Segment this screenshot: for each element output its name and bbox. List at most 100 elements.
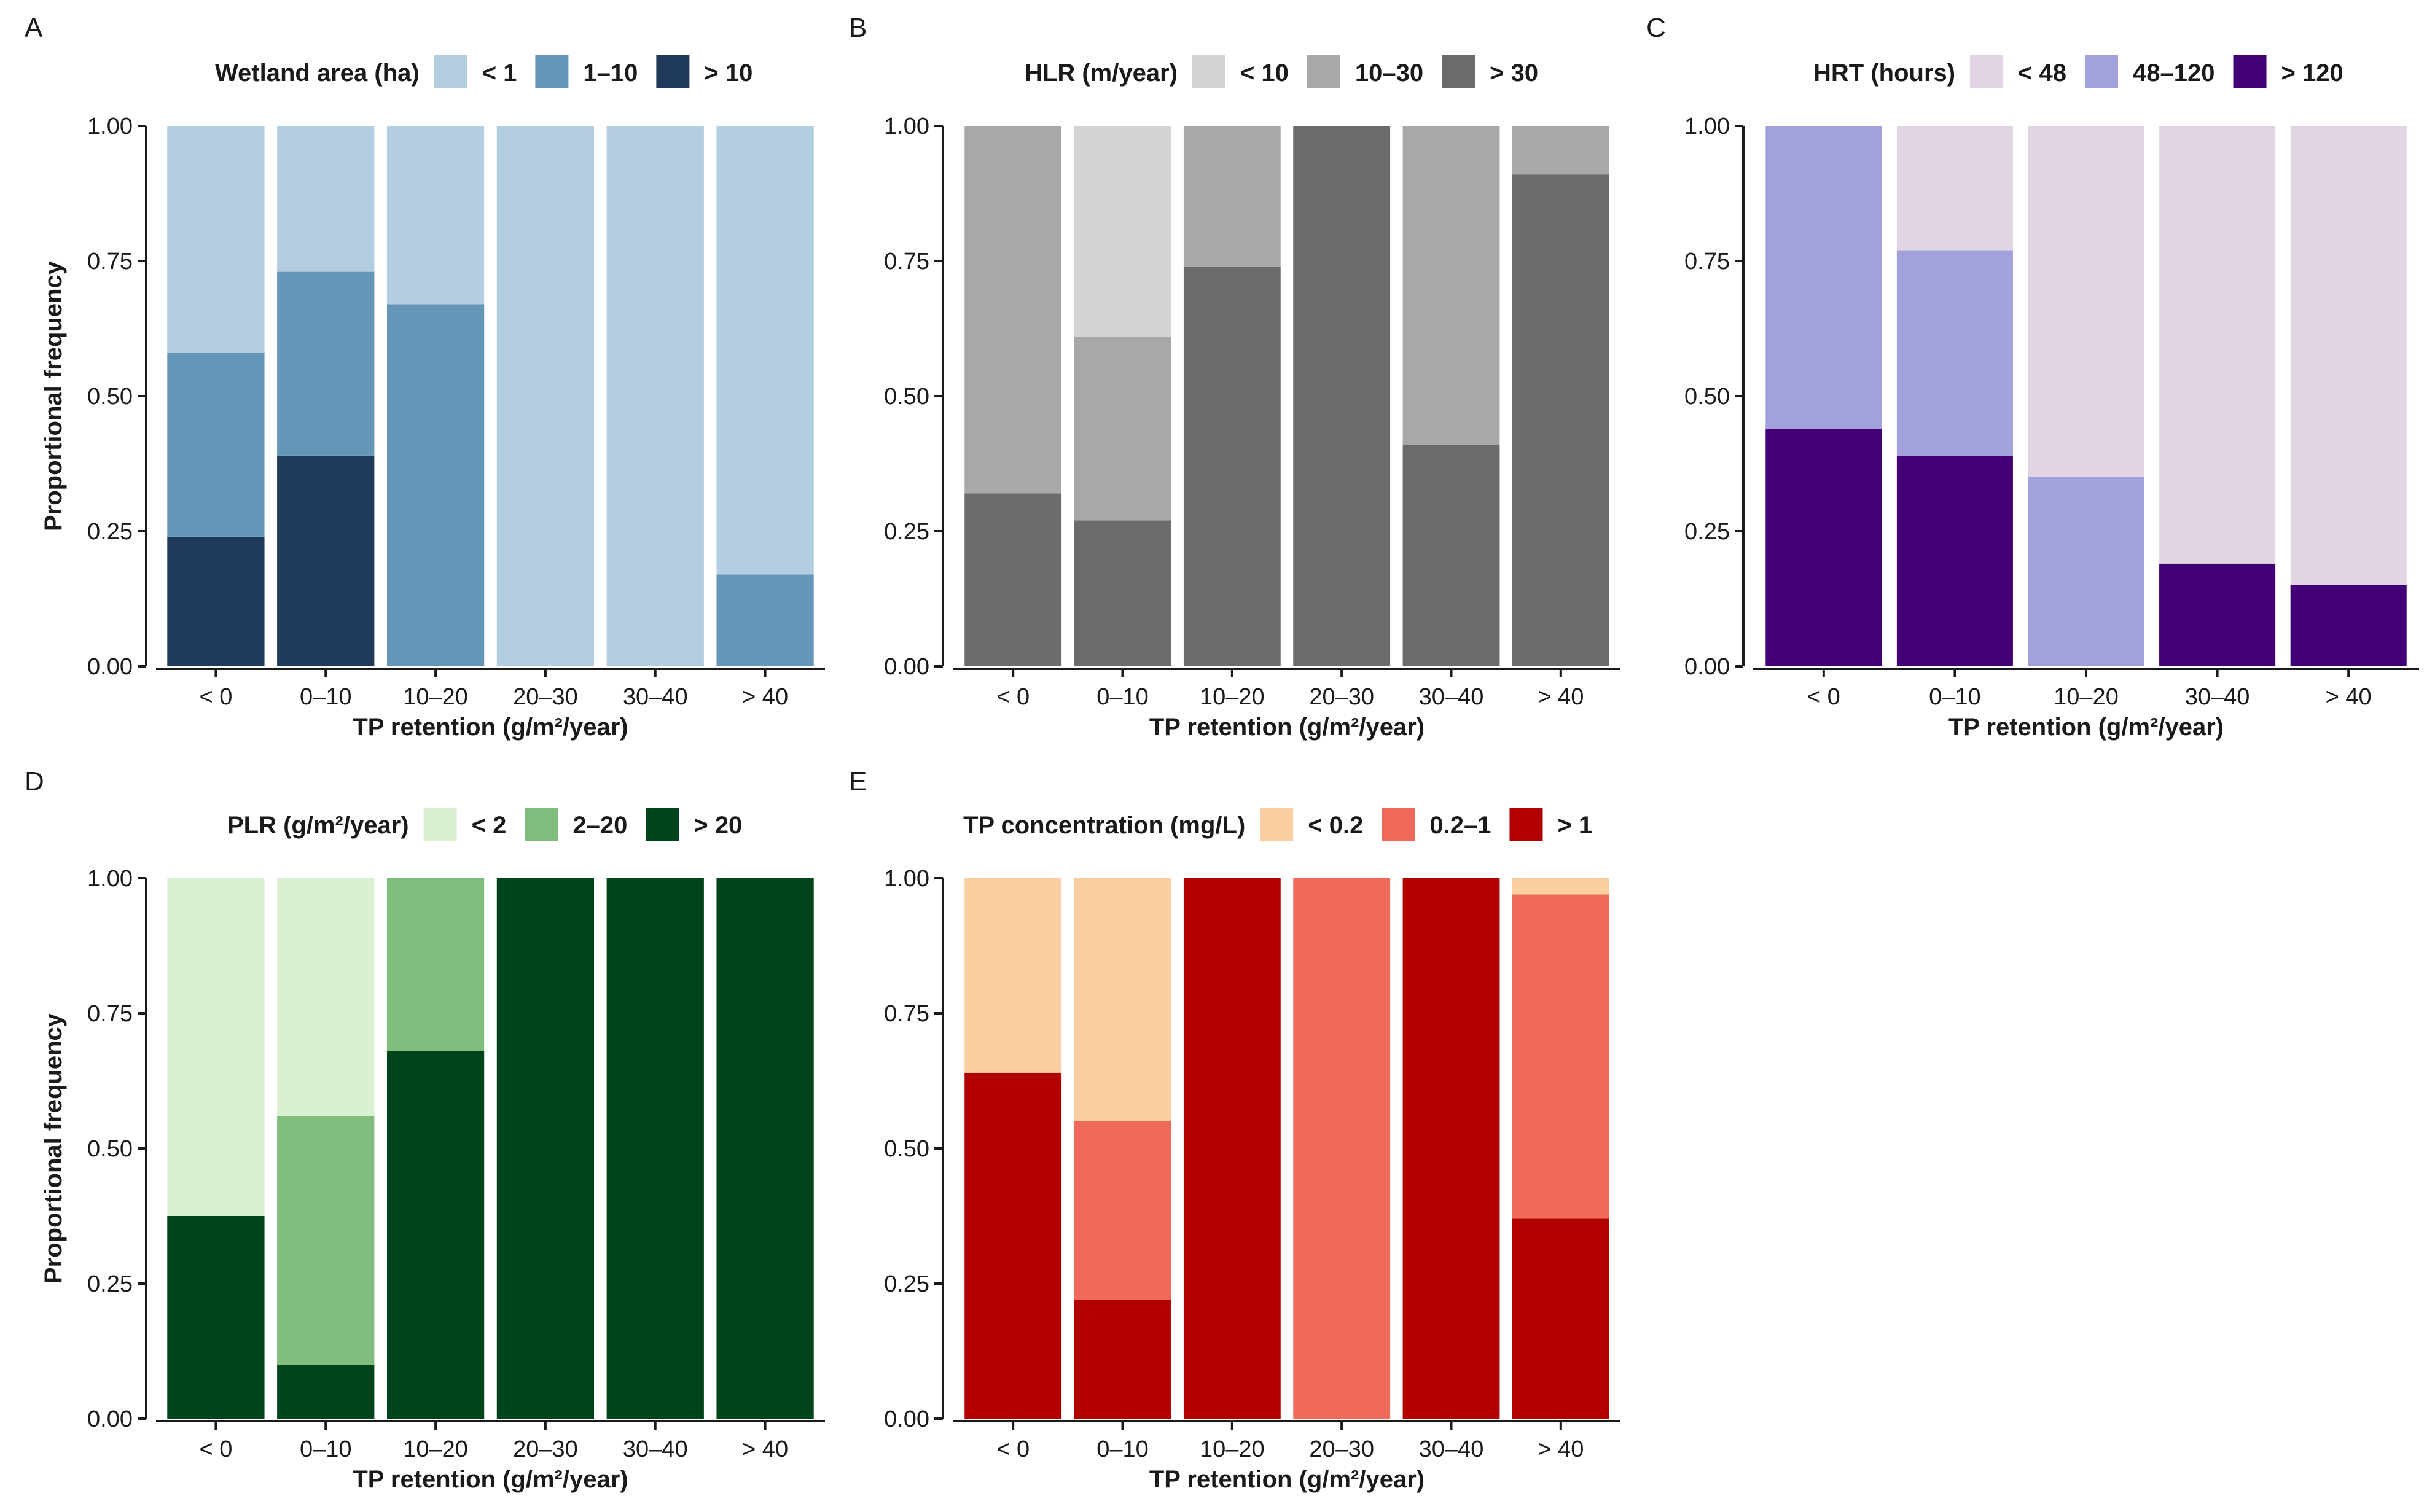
bar-segment — [277, 878, 375, 1116]
y-axis: 0.00 0.25 0.50 0.75 1.00 — [884, 866, 944, 1432]
legend: HLR (m/year) < 10 10–30 > 30 — [1025, 55, 1538, 88]
x-tick-label: 10–20 — [2054, 684, 2119, 710]
x-tick-label: > 40 — [742, 1436, 788, 1462]
bar-segment — [167, 878, 265, 1216]
bar-segment — [277, 126, 375, 272]
bar-segment — [1896, 126, 2013, 251]
bar-segment — [606, 878, 704, 1419]
bar-segment — [716, 126, 814, 575]
x-tick-label: > 40 — [1538, 1436, 1584, 1462]
y-axis-title: Proportional frequency — [40, 1013, 67, 1284]
x-tick-label: < 0 — [1807, 684, 1840, 710]
bar-segment — [1074, 520, 1171, 666]
bar-segment — [2290, 126, 2407, 585]
x-axis-title: TP retention (g/m²/year) — [1149, 714, 1425, 741]
bar-segment — [167, 1216, 265, 1419]
y-tick-label: 1.00 — [1684, 114, 1730, 139]
legend-swatch — [1509, 808, 1543, 841]
legend-swatch — [646, 808, 679, 841]
x-tick-label: > 40 — [2326, 684, 2372, 710]
legend-title: HLR (m/year) — [1025, 60, 1178, 87]
x-tick-label: 30–40 — [1419, 684, 1484, 710]
y-tick-label: 0.75 — [1684, 249, 1730, 275]
x-tick-label: 10–20 — [1200, 684, 1265, 710]
x-tick-label: < 0 — [199, 684, 232, 710]
x-tick-label: 0–10 — [1096, 1436, 1149, 1462]
bars — [167, 126, 814, 666]
bar-segment — [1183, 126, 1281, 267]
x-tick-label: 0–10 — [300, 1436, 352, 1462]
bar-segment — [1765, 428, 1882, 666]
y-tick-label: 0.75 — [884, 249, 929, 275]
legend-label: > 20 — [694, 812, 742, 839]
x-axis: < 0 0–10 10–20 20–30 30–40 > 40 TP retention (… — [156, 668, 825, 741]
bar-segment — [277, 271, 375, 456]
legend-label: > 30 — [1490, 60, 1538, 87]
y-tick-label: 1.00 — [87, 866, 133, 892]
panel-e: E TP concentration (mg/L) < 0.2 0.2–1 > 1 0.0… — [849, 766, 1620, 1493]
x-tick-label: 0–10 — [1929, 684, 1981, 710]
legend-swatch — [1307, 55, 1340, 88]
x-tick-label: 0–10 — [1096, 684, 1149, 710]
y-tick-label: 1.00 — [87, 114, 133, 139]
y-axis: 0.00 0.25 0.50 0.75 1.00 — [884, 114, 944, 680]
x-axis: < 0 0–10 10–20 20–30 30–40 > 40 TP retention (… — [953, 1420, 1620, 1493]
x-tick-label: 20–30 — [513, 684, 578, 710]
x-tick-label: 30–40 — [1419, 1436, 1484, 1462]
panel-letter: A — [25, 13, 43, 43]
legend-label: < 1 — [482, 60, 517, 87]
bar-segment — [386, 1051, 485, 1419]
legend-label: > 1 — [1557, 812, 1592, 839]
y-axis: 0.00 0.25 0.50 0.75 1.00 — [1684, 114, 1745, 680]
legend-title: HRT (hours) — [1813, 60, 1955, 87]
bar-segment — [716, 878, 814, 1419]
legend-label: < 2 — [472, 812, 507, 839]
x-axis: < 0 0–10 10–20 20–30 30–40 > 40 TP retention (… — [953, 668, 1620, 741]
x-tick-label: 20–30 — [1309, 1436, 1374, 1462]
bar-segment — [1293, 126, 1391, 666]
bars — [964, 878, 1609, 1419]
x-tick-label: 10–20 — [403, 1436, 468, 1462]
bar-segment — [1074, 1121, 1171, 1300]
x-tick-label: 20–30 — [513, 1436, 578, 1462]
panel-letter: B — [849, 13, 867, 43]
x-axis-title: TP retention (g/m²/year) — [1149, 1466, 1425, 1493]
legend-swatch — [2085, 55, 2119, 88]
legend-swatch — [525, 808, 558, 841]
x-tick-label: < 0 — [996, 1436, 1030, 1462]
legend-label: < 0.2 — [1308, 812, 1363, 839]
y-tick-label: 0.75 — [87, 249, 133, 275]
bar-segment — [496, 878, 595, 1419]
y-tick-label: 0.25 — [884, 519, 929, 545]
legend-title: PLR (g/m²/year) — [227, 812, 409, 839]
legend-swatch — [1970, 55, 2004, 88]
y-axis: 0.00 0.25 0.50 0.75 1.00 Proportional frequen… — [40, 866, 147, 1432]
bar-segment — [1512, 126, 1609, 175]
legend-swatch — [1442, 55, 1475, 88]
legend-swatch — [1192, 55, 1225, 88]
bar-segment — [1512, 174, 1609, 666]
x-tick-label: 30–40 — [623, 1436, 688, 1462]
legend-title: Wetland area (ha) — [215, 60, 420, 87]
bar-segment — [2028, 126, 2144, 477]
x-tick-label: 30–40 — [2185, 684, 2250, 710]
bar-segment — [1183, 878, 1281, 1419]
legend-label: 10–30 — [1355, 60, 1423, 87]
bars — [1765, 126, 2407, 666]
bar-segment — [964, 126, 1062, 494]
bar-segment — [277, 455, 375, 666]
bar-segment — [496, 126, 595, 666]
bar-segment — [277, 1365, 375, 1419]
bar-segment — [964, 878, 1062, 1073]
legend-label: > 120 — [2281, 60, 2343, 87]
legend: HRT (hours) < 48 48–120 > 120 — [1813, 55, 2343, 88]
bar-segment — [1074, 1300, 1171, 1419]
bar-segment — [2159, 563, 2276, 666]
bar-segment — [1293, 878, 1391, 1419]
bar-segment — [1402, 126, 1500, 445]
x-tick-label: > 40 — [1538, 684, 1584, 710]
legend-label: 0.2–1 — [1429, 812, 1491, 839]
